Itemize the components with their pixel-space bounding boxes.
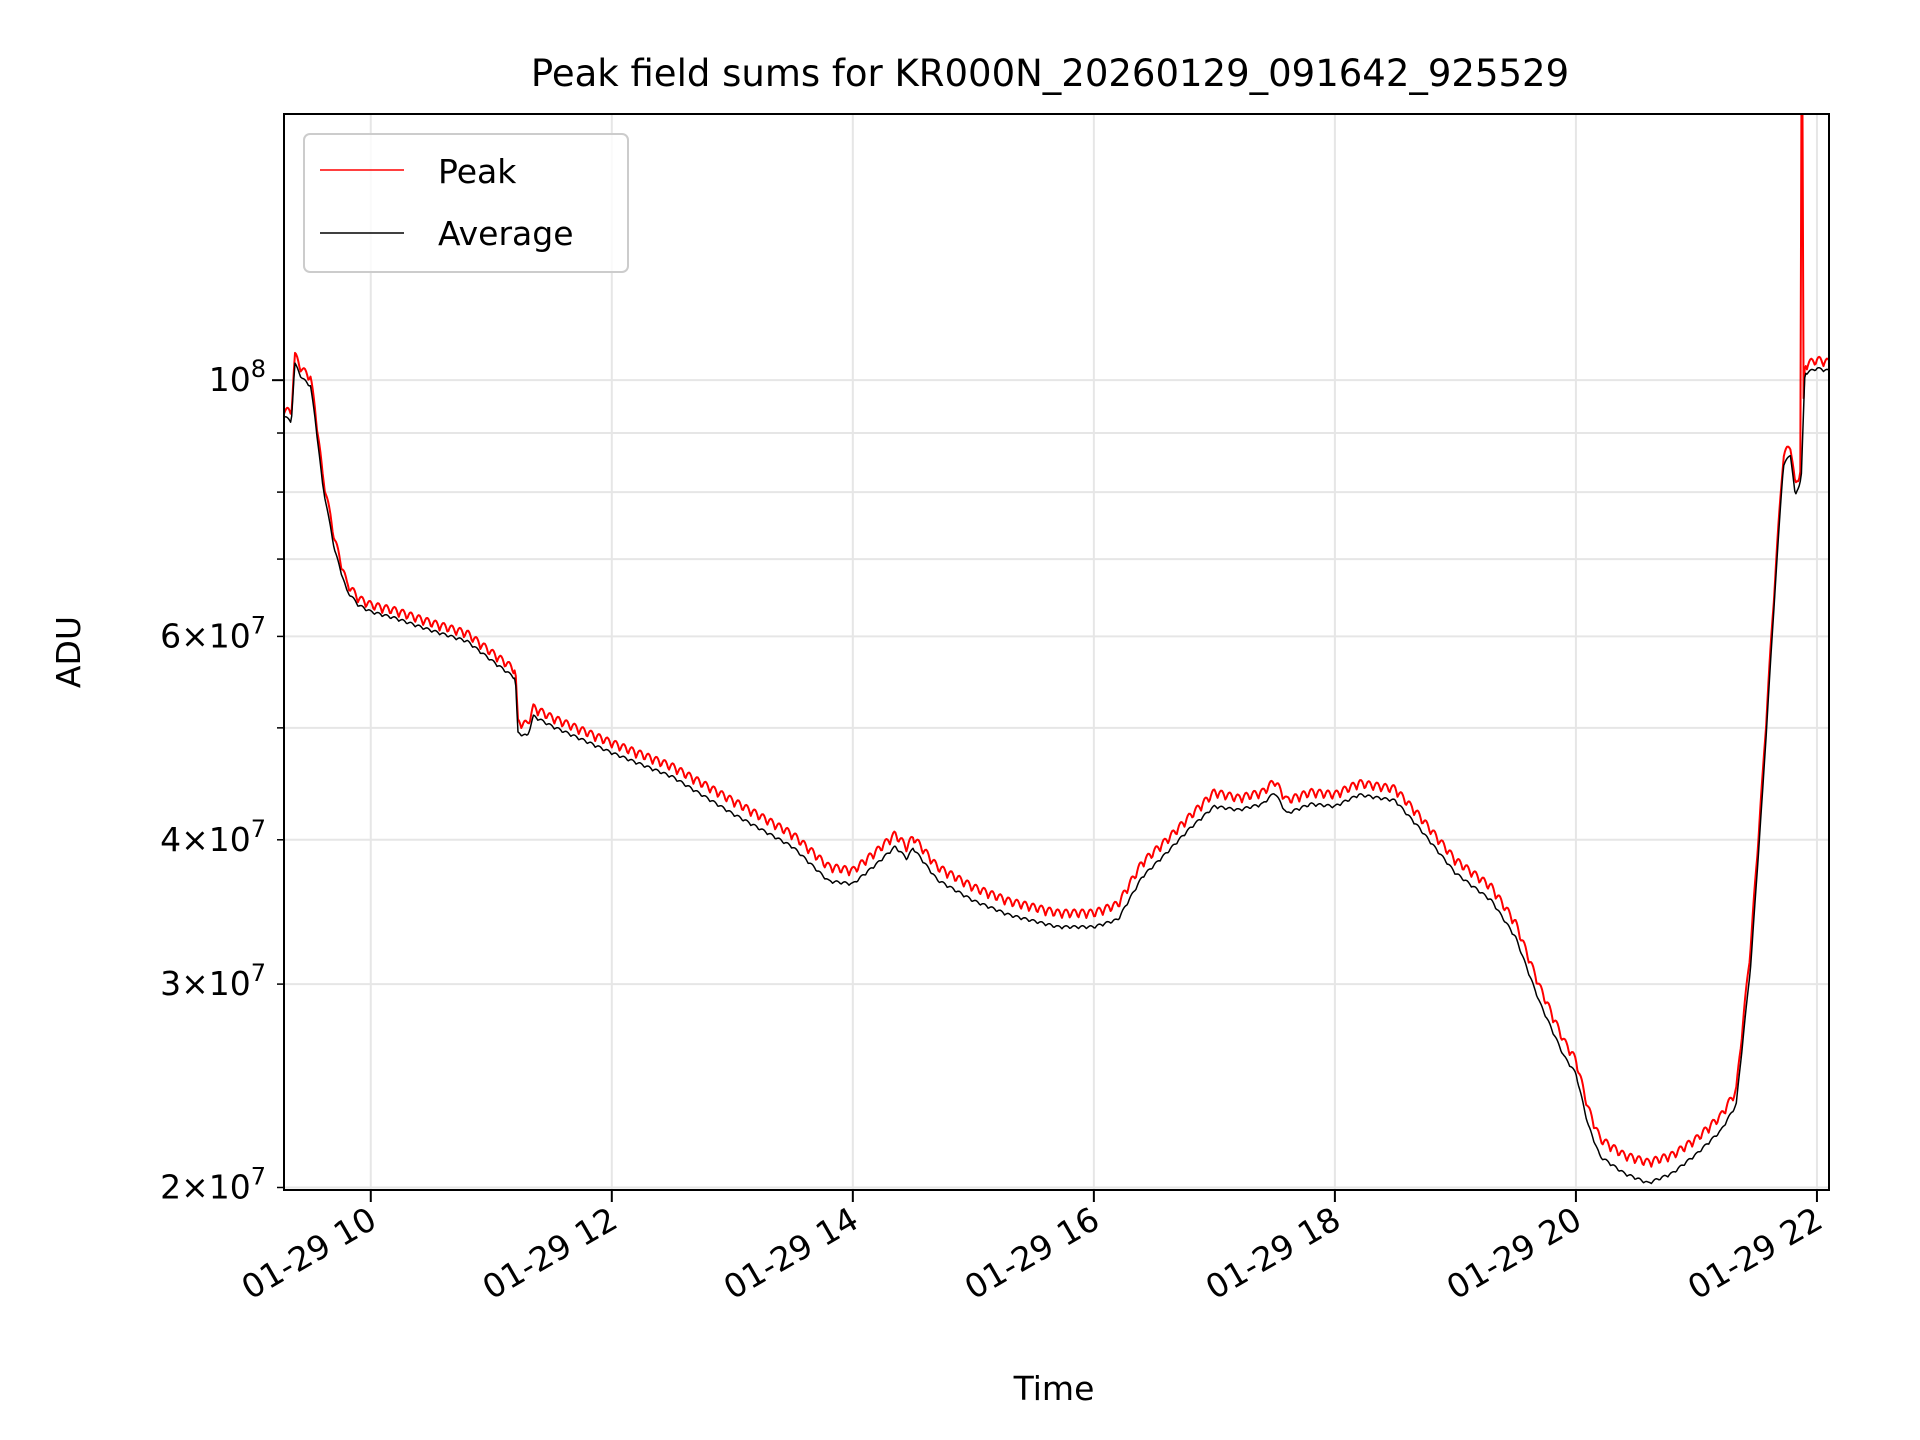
y-tick-label: 2×107 — [160, 1162, 266, 1206]
y-axis-ticks: 108 2×107 3×107 4×107 6×107 — [160, 355, 284, 1206]
y-axis-label: ADU — [49, 616, 88, 688]
series-peak-line — [284, 114, 1829, 1168]
x-axis-label: Time — [1013, 1369, 1095, 1408]
legend-peak-label: Peak — [438, 152, 517, 191]
series-average-line — [284, 362, 1829, 1185]
y-tick-label: 6×107 — [160, 611, 266, 655]
y-tick-label: 3×107 — [160, 959, 266, 1003]
grid — [284, 114, 1829, 1190]
legend-box — [303, 133, 629, 273]
y-tick-label: 4×107 — [160, 815, 266, 859]
chart-title: Peak field sums for KR000N_20260129_0916… — [531, 52, 1569, 95]
plot-frame — [283, 113, 1830, 1191]
legend-average-label: Average — [438, 214, 574, 253]
series-layer — [284, 114, 1829, 1185]
y-tick-label: 108 — [209, 355, 266, 399]
legend: Peak Average — [303, 133, 629, 273]
